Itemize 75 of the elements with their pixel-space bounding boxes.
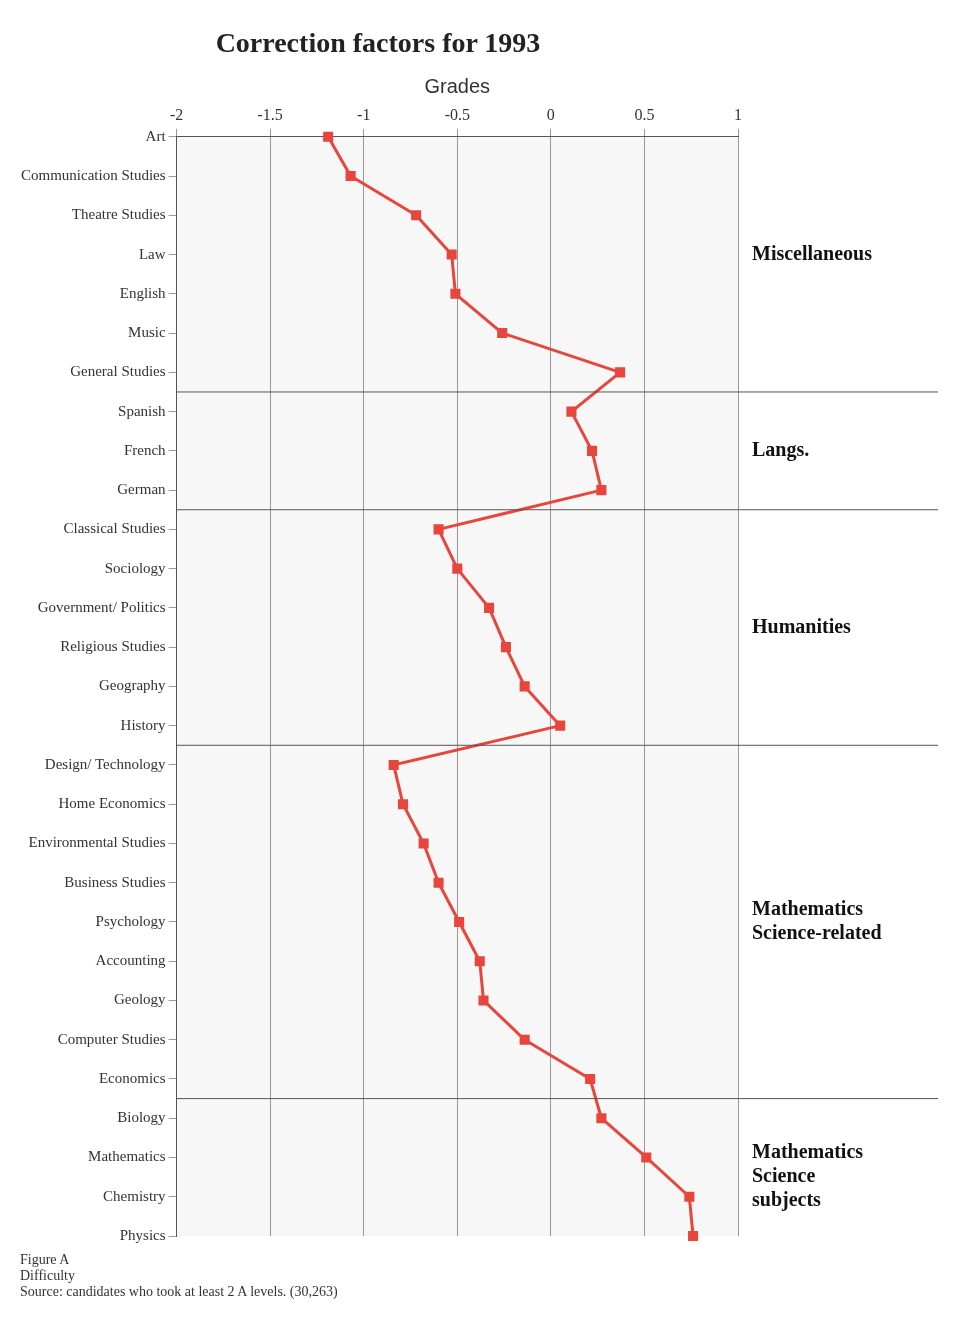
point [519,681,530,692]
point [474,956,485,967]
y-tick-label: History [120,716,167,733]
text: Figure A [20,1252,71,1268]
x-tick-label: -1 [357,106,371,124]
y-tick-label: Accounting [95,952,167,969]
y-tick-label: Physics [119,1226,166,1243]
y-tick-label: English [119,284,167,301]
x-axis-title: Grades [424,75,491,98]
y-tick-label: Geology [113,991,167,1008]
band-label: Humanities [752,614,852,637]
point [688,1230,699,1242]
point [478,995,489,1006]
point [519,1034,530,1045]
y-tick-label: Geography [98,677,167,694]
point [641,1152,652,1163]
point [587,445,598,456]
point [411,210,422,221]
x-tick-label: 1 [734,106,742,124]
y-tick-label: Religious Studies [60,638,166,655]
x-tick-label: -0.5 [444,106,470,124]
y-tick-label: Environmental Studies [28,834,166,851]
y-tick-label: Computer Studies [57,1030,166,1047]
y-tick-label: French [123,441,167,458]
point [500,642,511,653]
x-tick-label: 0.5 [634,106,655,124]
y-tick-label: Spanish [118,402,167,419]
band-label: Langs. [752,438,810,462]
point [454,916,465,927]
band-label: Miscellaneous [752,241,873,264]
point [345,171,356,182]
y-tick-label: Law [138,245,166,262]
point [450,288,461,299]
point [433,877,444,888]
point [555,720,566,731]
point [497,328,508,339]
y-tick-label: Mathematics [88,1148,166,1165]
point [388,759,399,770]
y-tick-label: Classical Studies [63,520,166,537]
point [566,406,577,417]
point [596,1113,607,1124]
y-tick-label: Theatre Studies [71,206,166,223]
point [615,367,626,378]
point [452,563,463,574]
x-tick-label: 0 [546,106,555,124]
y-tick-label: Design/ Technology [44,755,167,772]
y-tick-label: Home Economics [58,795,166,812]
point [418,838,429,849]
x-tick-label: -1.5 [257,106,283,124]
y-tick-label: General Studies [70,363,166,380]
source-note: Source: candidates who took at least 2 A levels. (30,263) [20,1284,339,1300]
y-tick-label: Art [145,127,167,144]
y-tick-label: Business Studies [64,873,166,890]
point [433,524,444,535]
point [446,249,457,260]
y-tick-label: Economics [98,1069,166,1086]
point [484,602,495,613]
y-tick-label: Psychology [95,912,167,929]
point [596,485,607,496]
band-label: Mathematics Science subjects [752,1140,864,1212]
x-tick-label: -2 [169,106,184,124]
y-tick-label: Government/ Politics [37,598,166,615]
point [585,1073,596,1085]
y-tick-label: Music [128,324,166,341]
text: Difficulty [20,1268,76,1284]
band-label: Mathematics Science-related [752,897,882,944]
y-tick-label: Communication Studies [20,166,166,183]
y-tick-label: German [117,481,167,498]
point [397,799,409,810]
y-tick-label: Sociology [104,559,167,576]
point [323,131,334,142]
point [684,1191,695,1202]
chart-title: Correction factors for 1993 [215,27,541,59]
y-tick-label: Biology [117,1109,167,1126]
y-tick-label: Chemistry [103,1187,167,1204]
